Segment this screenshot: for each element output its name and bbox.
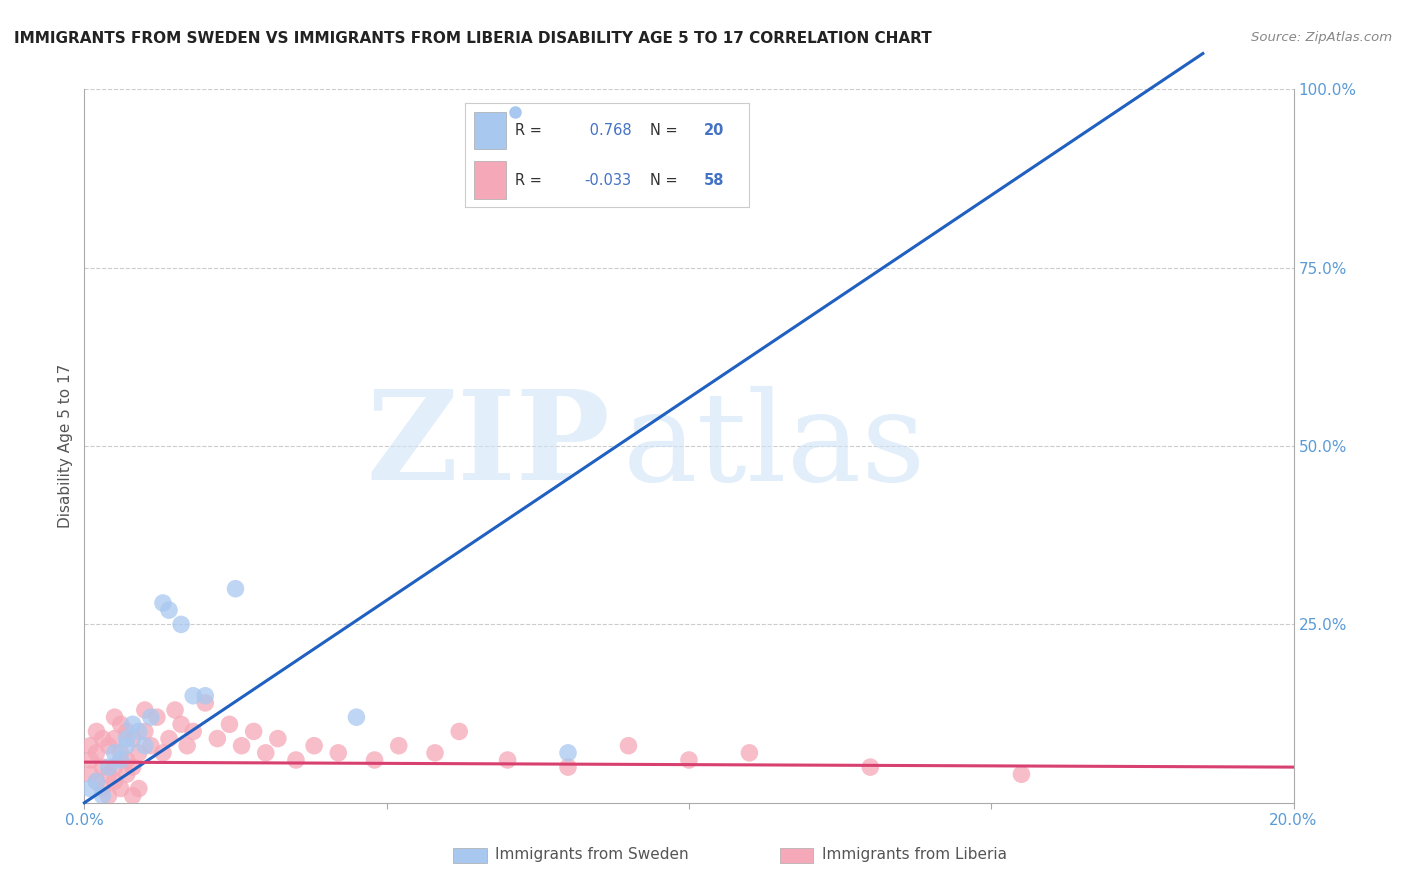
Point	[128, 781, 150, 796]
Point	[115, 767, 138, 781]
Point	[115, 724, 138, 739]
Point	[128, 724, 150, 739]
Point	[121, 789, 143, 803]
Point	[91, 789, 114, 803]
Point	[139, 739, 162, 753]
Point	[110, 753, 132, 767]
Point	[152, 596, 174, 610]
Point	[302, 739, 325, 753]
Point	[86, 746, 108, 760]
Point	[104, 746, 127, 760]
Point	[1011, 767, 1033, 781]
Point	[194, 696, 217, 710]
Point	[231, 739, 253, 753]
Point	[104, 710, 127, 724]
Text: Immigrants from Sweden: Immigrants from Sweden	[495, 847, 689, 863]
Point	[194, 689, 217, 703]
Text: Immigrants from Liberia: Immigrants from Liberia	[823, 847, 1007, 863]
Y-axis label: Disability Age 5 to 17: Disability Age 5 to 17	[58, 364, 73, 528]
FancyBboxPatch shape	[780, 847, 814, 863]
Point	[267, 731, 290, 746]
Point	[242, 724, 264, 739]
Point	[121, 731, 143, 746]
Point	[104, 760, 127, 774]
Point	[110, 746, 132, 760]
Point	[225, 582, 247, 596]
Point	[97, 767, 120, 781]
Point	[134, 739, 156, 753]
Point	[128, 746, 150, 760]
Point	[97, 789, 120, 803]
Point	[104, 774, 127, 789]
Point	[115, 731, 138, 746]
Point	[91, 760, 114, 774]
Point	[79, 753, 101, 767]
Point	[115, 739, 138, 753]
Point	[157, 731, 180, 746]
Point	[97, 760, 120, 774]
Point	[218, 717, 240, 731]
Point	[678, 753, 700, 767]
Point	[86, 724, 108, 739]
Point	[121, 760, 143, 774]
FancyBboxPatch shape	[453, 847, 486, 863]
Point	[134, 703, 156, 717]
Point	[104, 731, 127, 746]
Point	[97, 739, 120, 753]
Point	[181, 724, 204, 739]
Point	[86, 774, 108, 789]
Point	[79, 739, 101, 753]
Text: ZIP: ZIP	[367, 385, 610, 507]
Point	[617, 739, 640, 753]
Point	[146, 710, 169, 724]
Point	[423, 746, 446, 760]
Point	[449, 724, 471, 739]
Point	[170, 617, 193, 632]
Text: IMMIGRANTS FROM SWEDEN VS IMMIGRANTS FROM LIBERIA DISABILITY AGE 5 TO 17 CORRELA: IMMIGRANTS FROM SWEDEN VS IMMIGRANTS FRO…	[14, 31, 932, 46]
Point	[110, 717, 132, 731]
Point	[496, 753, 519, 767]
Point	[207, 731, 229, 746]
Point	[557, 760, 579, 774]
Point	[557, 746, 579, 760]
Point	[152, 746, 174, 760]
Point	[157, 603, 180, 617]
Point	[170, 717, 193, 731]
Text: Source: ZipAtlas.com: Source: ZipAtlas.com	[1251, 31, 1392, 45]
Point	[738, 746, 761, 760]
Point	[121, 717, 143, 731]
Point	[110, 781, 132, 796]
Point	[254, 746, 277, 760]
Point	[388, 739, 411, 753]
Point	[134, 724, 156, 739]
Point	[91, 781, 114, 796]
Point	[165, 703, 187, 717]
Point	[285, 753, 308, 767]
Point	[91, 731, 114, 746]
Point	[79, 781, 101, 796]
Point	[115, 753, 138, 767]
Point	[181, 689, 204, 703]
Point	[86, 774, 108, 789]
Point	[176, 739, 198, 753]
Text: atlas: atlas	[623, 385, 925, 507]
Point	[859, 760, 882, 774]
Point	[328, 746, 350, 760]
Point	[139, 710, 162, 724]
Point	[363, 753, 385, 767]
Point	[346, 710, 368, 724]
Point	[79, 767, 101, 781]
